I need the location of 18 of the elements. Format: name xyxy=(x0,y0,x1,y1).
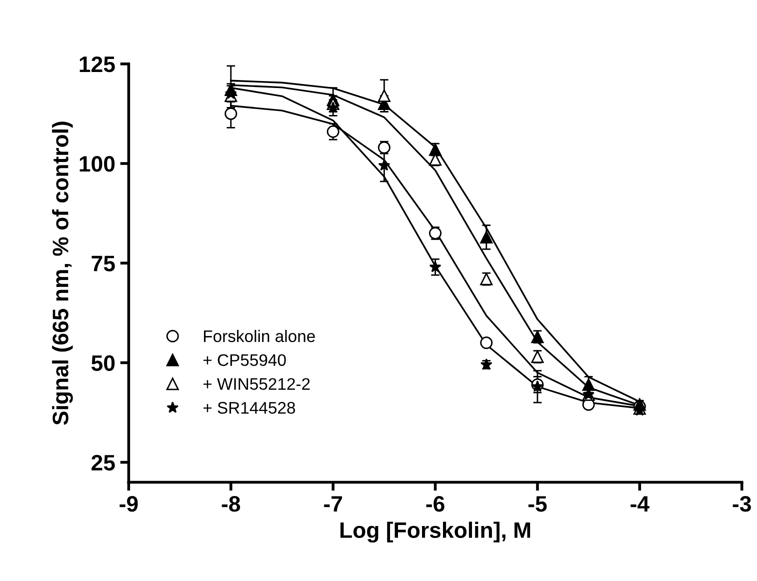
y-axis-title: Signal (665 nm, % of control) xyxy=(52,122,73,425)
legend-label: + SR144528 xyxy=(203,402,296,414)
y-tick-label: 75 xyxy=(92,256,115,272)
y-tick-label: 125 xyxy=(80,56,115,72)
x-tick-label: -9 xyxy=(120,496,138,512)
x-tick-label: -3 xyxy=(732,496,751,512)
x-tick-label: -5 xyxy=(528,496,547,512)
y-tick-label: 25 xyxy=(92,454,115,471)
x-axis-title: Log [Forskolin], M xyxy=(340,522,530,543)
legend-label: + WIN55212-2 xyxy=(203,378,310,390)
x-tick-label: -7 xyxy=(324,496,342,512)
legend-label: + CP55940 xyxy=(203,354,286,366)
x-tick-label: -4 xyxy=(630,496,650,512)
y-tick-label: 50 xyxy=(91,355,115,371)
y-tick-label: 100 xyxy=(80,156,115,172)
x-tick-label: -8 xyxy=(222,496,240,512)
x-tick-label: -6 xyxy=(426,496,444,512)
legend-label: Forskolin alone xyxy=(204,330,315,342)
